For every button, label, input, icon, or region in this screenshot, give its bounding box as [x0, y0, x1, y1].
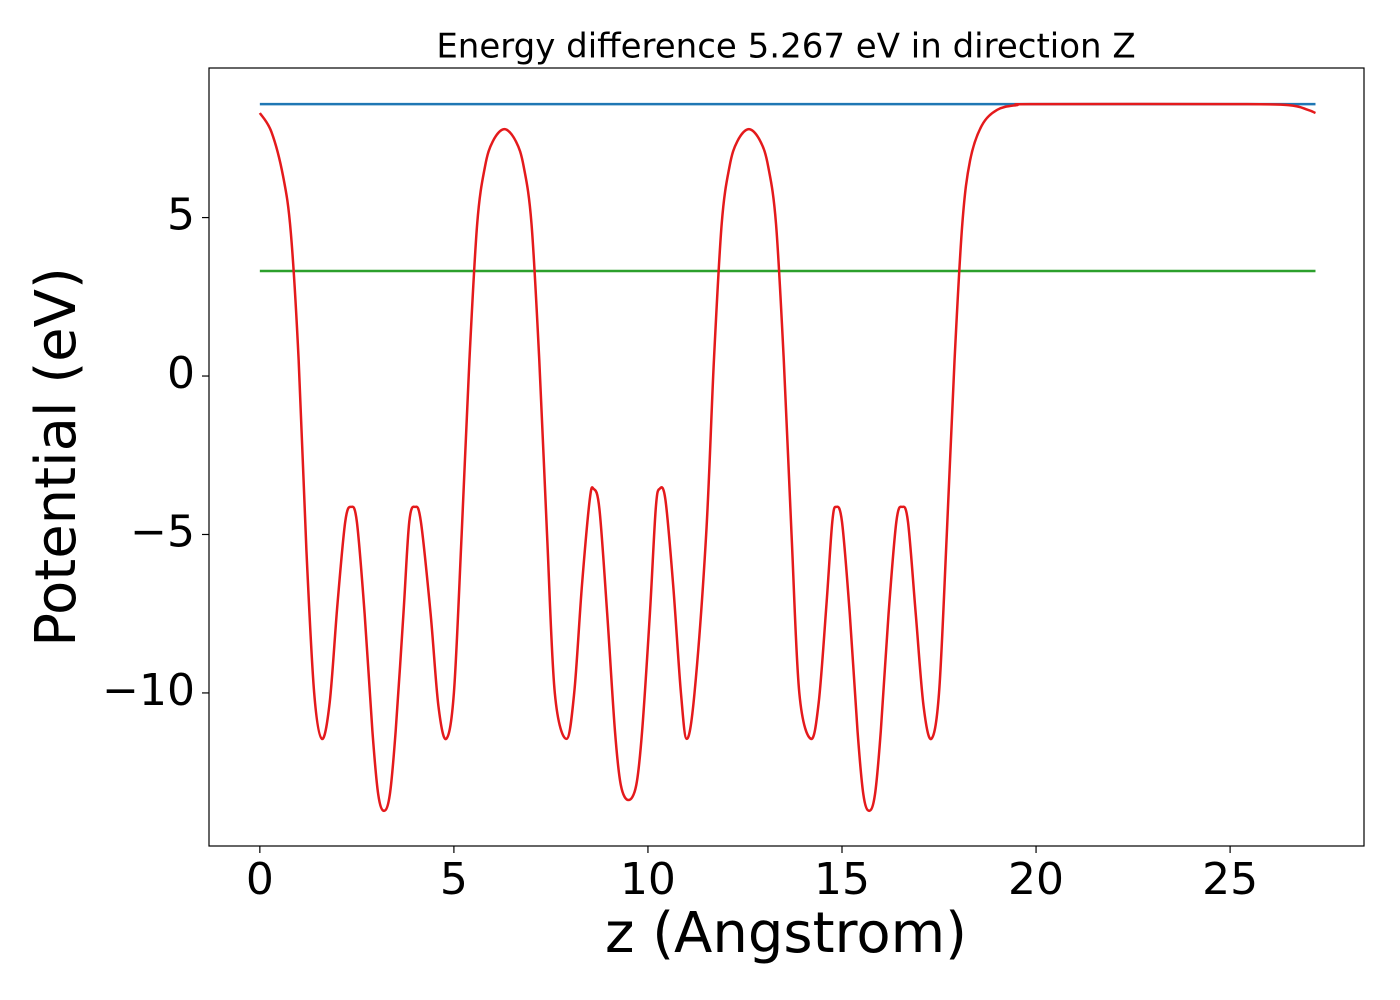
y-axis-label: Potential (eV) — [24, 267, 89, 647]
chart-title: Energy difference 5.267 eV in direction … — [436, 27, 1135, 67]
plot-frame — [208, 67, 1365, 847]
y-tick-label: 5 — [167, 190, 195, 241]
x-tick-label: 10 — [620, 854, 676, 905]
x-tick-label: 20 — [1008, 854, 1064, 905]
y-tick-label: 0 — [167, 348, 195, 399]
x-tick-label: 0 — [246, 854, 274, 905]
x-axis-label: z (Angstrom) — [605, 901, 967, 966]
series-line — [258, 102, 1316, 813]
x-tick-label: 15 — [814, 854, 870, 905]
y-tick-label: −5 — [130, 506, 195, 557]
x-tick-label: 25 — [1202, 854, 1258, 905]
y-tick-label: −10 — [102, 665, 195, 716]
x-tick-label: 5 — [440, 854, 468, 905]
